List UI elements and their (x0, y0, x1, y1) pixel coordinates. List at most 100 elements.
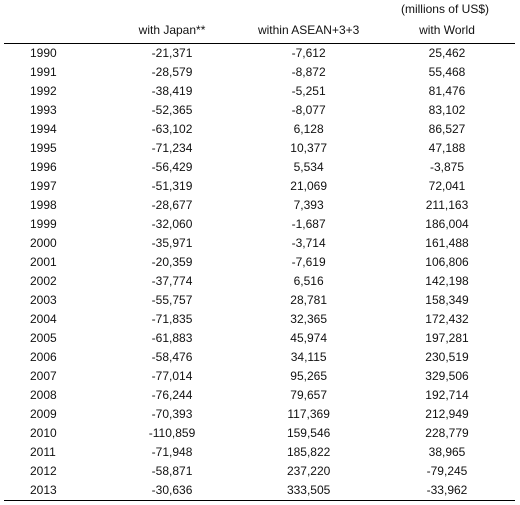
year-cell: 2008 (30, 388, 57, 402)
unit-note: (millions of US$) (400, 2, 489, 16)
year-cell: 2002 (30, 274, 57, 288)
year-cell: 2005 (30, 331, 57, 345)
table-row: 1991 -28,579 -8,872 55,468 (4, 63, 515, 82)
header-within-asean: within ASEAN+3+3 (257, 23, 360, 37)
within-asean-cell: 6,516 (293, 274, 324, 288)
within-asean-cell: 79,657 (290, 388, 327, 402)
with-japan-cell: -110,859 (148, 426, 196, 440)
table-row: 2005 -61,883 45,974 197,281 (4, 329, 515, 348)
within-asean-cell: 117,369 (287, 407, 330, 421)
within-asean-cell: 5,534 (293, 160, 324, 174)
with-world-cell: 142,198 (425, 274, 469, 288)
with-japan-cell: -71,835 (151, 312, 193, 326)
with-world-cell: 47,188 (428, 141, 466, 155)
table-row: 1996 -56,429 5,534 -3,875 (4, 158, 515, 177)
with-world-cell: 81,476 (428, 84, 466, 98)
year-cell: 1997 (30, 179, 57, 193)
with-world-cell: 106,806 (425, 255, 469, 269)
table-row: 1997 -51,319 21,069 72,041 (4, 177, 515, 196)
within-asean-cell: 95,265 (290, 369, 327, 383)
with-japan-cell: -51,319 (151, 179, 193, 193)
header-with-japan: with Japan** (138, 23, 206, 37)
with-japan-cell: -30,636 (151, 483, 193, 497)
table-row: 1990 -21,371 -7,612 25,462 (4, 44, 515, 64)
with-japan-cell: -28,677 (151, 198, 193, 212)
table-row: 2013 -30,636 333,505 -33,962 (4, 481, 515, 501)
year-cell: 2006 (30, 350, 57, 364)
with-japan-cell: -61,883 (151, 331, 193, 345)
with-world-cell: 158,349 (425, 293, 469, 307)
with-world-cell: 212,949 (425, 407, 469, 421)
year-cell: 1995 (30, 141, 57, 155)
with-world-cell: 38,965 (428, 445, 466, 459)
table-row: 1999 -32,060 -1,687 186,004 (4, 215, 515, 234)
year-cell: 1991 (30, 65, 57, 79)
table-row: 2000 -35,971 -3,714 161,488 (4, 234, 515, 253)
table-row: 2008 -76,244 79,657 192,714 (4, 386, 515, 405)
with-world-cell: 161,488 (425, 236, 469, 250)
table-row: 2003 -55,757 28,781 158,349 (4, 291, 515, 310)
with-world-cell: 55,468 (428, 65, 466, 79)
with-japan-cell: -56,429 (151, 160, 193, 174)
year-cell: 1996 (30, 160, 57, 174)
within-asean-cell: 32,365 (290, 312, 327, 326)
with-japan-cell: -76,244 (151, 388, 193, 402)
year-cell: 2001 (30, 255, 57, 269)
year-cell: 2000 (30, 236, 57, 250)
within-asean-cell: 159,546 (286, 426, 331, 440)
year-cell: 2009 (30, 407, 57, 421)
within-asean-cell: 21,069 (290, 179, 327, 193)
within-asean-cell: -8,872 (291, 65, 326, 79)
within-asean-cell: -5,251 (291, 84, 326, 98)
within-asean-cell: -8,077 (291, 103, 326, 117)
with-japan-cell: -28,579 (151, 65, 193, 79)
within-asean-cell: -1,687 (291, 217, 326, 231)
table-body: 1990 -21,371 -7,612 25,462 1991 -28,579 -8,872… (4, 44, 515, 501)
with-world-cell: 211,163 (425, 198, 469, 212)
header-with-world: with World (419, 23, 475, 37)
within-asean-cell: 28,781 (290, 293, 327, 307)
table-row: 2001 -20,359 -7,619 106,806 (4, 253, 515, 272)
with-japan-cell: -37,774 (151, 274, 193, 288)
year-cell: 1990 (30, 46, 57, 60)
within-asean-cell: 6,128 (293, 122, 324, 136)
within-asean-cell: 10,377 (290, 141, 327, 155)
with-japan-cell: -63,102 (151, 122, 193, 136)
with-japan-cell: -70,393 (151, 407, 193, 421)
year-cell: 2012 (30, 464, 57, 478)
within-asean-cell: 45,974 (290, 331, 327, 345)
year-cell: 2007 (30, 369, 57, 383)
with-japan-cell: -52,365 (151, 103, 193, 117)
table-row: 1998 -28,677 7,393 211,163 (4, 196, 515, 215)
within-asean-cell: 333,505 (286, 483, 331, 497)
header-year (4, 18, 106, 44)
table-row: 2009 -70,393 117,369 212,949 (4, 405, 515, 424)
table-row: 1993 -52,365 -8,077 83,102 (4, 101, 515, 120)
with-japan-cell: -38,419 (151, 84, 193, 98)
with-japan-cell: -20,359 (151, 255, 193, 269)
with-japan-cell: -71,948 (151, 445, 193, 459)
year-cell: 1992 (30, 84, 57, 98)
with-world-cell: 230,519 (425, 350, 469, 364)
table-row: 1995 -71,234 10,377 47,188 (4, 139, 515, 158)
with-japan-cell: -32,060 (151, 217, 193, 231)
with-japan-cell: -35,971 (151, 236, 193, 250)
table-row: 2012 -58,871 237,220 -79,245 (4, 462, 515, 481)
with-japan-cell: -21,371 (151, 46, 193, 60)
year-cell: 1999 (30, 217, 57, 231)
with-world-cell: 172,432 (425, 312, 469, 326)
with-japan-cell: -71,234 (151, 141, 193, 155)
table-row: 2010 -110,859 159,546 228,779 (4, 424, 515, 443)
year-cell: 2004 (30, 312, 57, 326)
with-japan-cell: -55,757 (151, 293, 193, 307)
year-cell: 1994 (30, 122, 57, 136)
with-world-cell: -3,875 (429, 160, 465, 174)
year-cell: 2010 (30, 426, 57, 440)
with-japan-cell: -77,014 (151, 369, 193, 383)
with-world-cell: 192,714 (425, 388, 469, 402)
with-world-cell: -79,245 (426, 464, 468, 478)
year-cell: 2003 (30, 293, 57, 307)
with-world-cell: 72,041 (428, 179, 466, 193)
table-row: 1992 -38,419 -5,251 81,476 (4, 82, 515, 101)
within-asean-cell: 7,393 (293, 198, 324, 212)
